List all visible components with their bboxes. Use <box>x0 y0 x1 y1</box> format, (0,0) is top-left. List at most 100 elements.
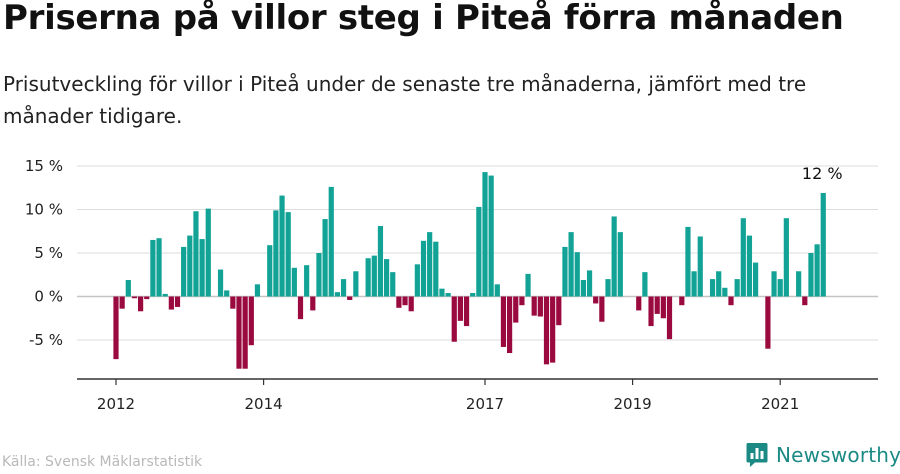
page-subtitle: Prisutveckling för villor i Piteå under … <box>3 72 807 128</box>
annotations: 12 % <box>802 164 843 183</box>
bar <box>199 239 205 297</box>
bar <box>217 269 224 297</box>
bar <box>420 240 427 297</box>
bar <box>273 210 279 297</box>
bar <box>193 211 199 297</box>
bar <box>482 172 488 297</box>
bar <box>734 279 740 297</box>
bar <box>709 279 716 297</box>
bar <box>463 296 470 327</box>
bar <box>679 296 685 306</box>
bar <box>507 296 513 354</box>
bar <box>334 292 340 297</box>
bar <box>414 264 420 297</box>
bar <box>802 296 808 306</box>
y-tick-label: 10 % <box>25 201 63 219</box>
bar <box>113 296 119 360</box>
bars <box>113 172 826 369</box>
bar <box>796 271 802 297</box>
brand-logo[interactable]: Newsworthy <box>746 442 900 468</box>
bar <box>519 296 525 306</box>
bar <box>470 293 476 297</box>
bar <box>605 279 611 297</box>
bar <box>771 271 777 297</box>
bar <box>691 271 697 297</box>
bar <box>150 239 156 297</box>
bar <box>322 219 328 297</box>
bar <box>224 290 230 297</box>
bar <box>740 218 746 297</box>
source-text: Källa: Svensk Mäklarstatistik <box>2 454 203 470</box>
bar <box>586 270 593 297</box>
bar <box>568 232 574 297</box>
bar <box>783 218 789 297</box>
bar <box>390 272 396 297</box>
bar <box>285 212 291 297</box>
bar <box>125 279 131 297</box>
bar <box>636 296 642 311</box>
bar <box>611 216 617 297</box>
bar <box>347 296 353 300</box>
bar <box>433 241 439 297</box>
bar <box>297 296 304 320</box>
bar <box>660 296 666 319</box>
x-tick-label: 2012 <box>97 395 135 413</box>
bar <box>371 255 377 297</box>
bar <box>119 296 125 309</box>
bar <box>156 238 162 297</box>
bar <box>205 208 211 297</box>
bar <box>248 296 254 346</box>
bar <box>500 296 507 347</box>
bar <box>242 296 248 369</box>
bar <box>131 296 138 299</box>
y-tick-label: 15 % <box>25 157 63 175</box>
bar <box>291 267 297 297</box>
y-tick-label: -5 % <box>29 331 63 349</box>
x-axis: 2012 2014 2017 2019 2021 <box>77 378 878 413</box>
bar <box>537 296 543 317</box>
bar <box>642 272 648 297</box>
y-tick-label: 0 % <box>34 288 63 306</box>
bar <box>377 226 384 297</box>
bar <box>599 296 605 322</box>
bar <box>310 296 316 311</box>
bar <box>654 296 660 314</box>
bar <box>427 232 433 297</box>
bar <box>525 273 531 297</box>
bar <box>550 296 556 363</box>
y-tick-label: 5 % <box>34 244 63 262</box>
bar <box>814 244 820 297</box>
bar <box>808 253 814 297</box>
brand-name: Newsworthy <box>776 443 900 467</box>
bar <box>820 192 826 297</box>
bar <box>316 253 322 297</box>
bar <box>593 296 599 304</box>
bar <box>353 271 359 297</box>
bar <box>648 296 654 327</box>
bar <box>168 296 174 310</box>
bar <box>328 186 334 297</box>
bar <box>476 206 482 297</box>
bar <box>457 296 463 321</box>
bar <box>144 296 150 300</box>
bar <box>746 235 753 297</box>
bar <box>304 265 310 297</box>
x-tick-label: 2017 <box>466 395 504 413</box>
bar <box>445 293 451 297</box>
bar <box>181 246 187 297</box>
bar <box>562 246 568 297</box>
bar <box>722 287 728 297</box>
bar <box>451 296 457 342</box>
bar <box>340 279 347 297</box>
bar <box>543 296 550 365</box>
bar <box>162 293 168 297</box>
bar <box>617 232 623 297</box>
bar <box>267 245 273 297</box>
bar <box>365 258 371 297</box>
bar <box>513 296 519 323</box>
bar <box>753 262 759 297</box>
bar <box>777 279 783 297</box>
newsworthy-logo-icon <box>746 443 768 467</box>
bar <box>697 236 703 297</box>
bar <box>494 284 500 297</box>
